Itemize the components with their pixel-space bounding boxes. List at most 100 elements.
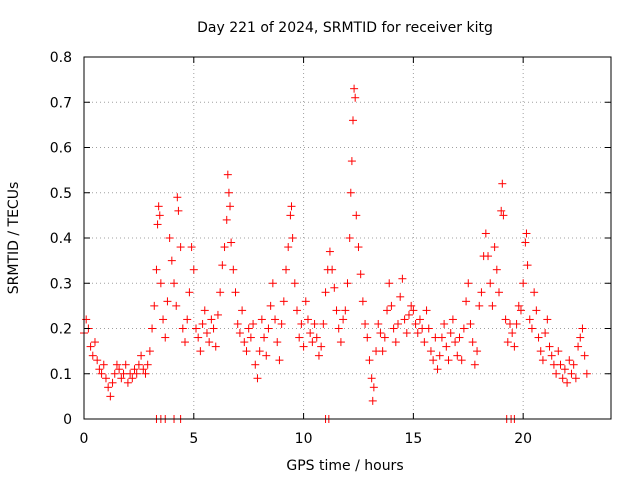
data-point (249, 319, 258, 328)
data-point (402, 329, 411, 338)
data-point (235, 329, 244, 338)
data-point (576, 333, 585, 342)
data-point (582, 369, 591, 378)
data-point (383, 306, 392, 315)
data-point (400, 315, 409, 324)
data-point (413, 329, 422, 338)
data-point (222, 215, 231, 224)
data-point (347, 157, 356, 166)
data-point (227, 238, 236, 247)
data-point (159, 315, 168, 324)
data-point (407, 301, 416, 310)
y-tick-label: 0.4 (50, 231, 72, 247)
data-point (154, 202, 163, 211)
data-point (121, 360, 130, 369)
data-point (242, 347, 251, 356)
data-point (286, 211, 295, 220)
data-point (492, 265, 501, 274)
data-point (394, 319, 403, 328)
data-point (189, 265, 198, 274)
data-point (470, 360, 479, 369)
data-point (123, 378, 132, 387)
y-tick-label: 0.2 (50, 322, 72, 338)
data-point (229, 265, 238, 274)
data-point (301, 297, 310, 306)
data-point (213, 310, 222, 319)
data-point (422, 306, 431, 315)
data-point (275, 356, 284, 365)
data-point (90, 338, 99, 347)
data-point (468, 338, 477, 347)
data-point (448, 315, 457, 324)
data-point (317, 342, 326, 351)
x-tick-label: 10 (295, 431, 313, 447)
data-point (314, 351, 323, 360)
data-point (137, 351, 146, 360)
y-tick-label: 0.3 (50, 276, 72, 292)
data-point (266, 301, 275, 310)
data-point (209, 324, 218, 333)
data-point (446, 329, 455, 338)
data-point (519, 279, 528, 288)
data-point (148, 324, 157, 333)
data-point (514, 301, 523, 310)
data-point (536, 347, 545, 356)
data-point (398, 274, 407, 283)
data-point (253, 374, 262, 383)
data-point (343, 279, 352, 288)
data-point (191, 324, 200, 333)
data-point (508, 329, 517, 338)
data-point (380, 333, 389, 342)
data-point (332, 306, 341, 315)
data-point (503, 338, 512, 347)
x-axis-label: GPS time / hours (286, 458, 403, 474)
data-point (527, 324, 536, 333)
data-point (287, 202, 296, 211)
data-point (365, 356, 374, 365)
data-point (552, 369, 561, 378)
data-point (183, 315, 192, 324)
x-tick-label: 20 (514, 431, 532, 447)
data-point (288, 234, 297, 242)
data-point (292, 306, 301, 315)
data-point (290, 279, 299, 288)
data-point (459, 324, 468, 333)
data-point (172, 301, 181, 310)
data-point (440, 319, 449, 328)
data-point (330, 283, 339, 292)
data-point (101, 374, 110, 383)
data-point (378, 347, 387, 356)
data-point (534, 333, 543, 342)
data-point (547, 351, 556, 360)
data-point (484, 252, 493, 261)
data-points (80, 84, 591, 423)
data-point (455, 333, 464, 342)
data-point (497, 206, 506, 215)
data-point (297, 319, 306, 328)
y-tick-label: 0.1 (50, 367, 72, 383)
data-point (295, 333, 304, 342)
data-point (161, 333, 170, 342)
data-point (541, 329, 550, 338)
data-point (181, 338, 190, 347)
data-point (451, 338, 460, 347)
data-point (560, 365, 569, 374)
data-point (155, 211, 164, 220)
data-point (200, 306, 209, 315)
data-point (194, 333, 203, 342)
data-point (444, 356, 453, 365)
data-point (86, 342, 95, 351)
data-point (411, 319, 420, 328)
data-point (499, 211, 508, 220)
data-point (453, 351, 462, 360)
data-point (328, 265, 337, 274)
data-point (339, 315, 348, 324)
data-point (308, 338, 317, 347)
data-point (244, 324, 253, 333)
x-tick-labels: 0 5 10 15 20 (80, 431, 533, 447)
data-point (198, 319, 207, 328)
data-point (563, 378, 572, 387)
data-point (367, 374, 376, 383)
data-point (567, 369, 576, 378)
